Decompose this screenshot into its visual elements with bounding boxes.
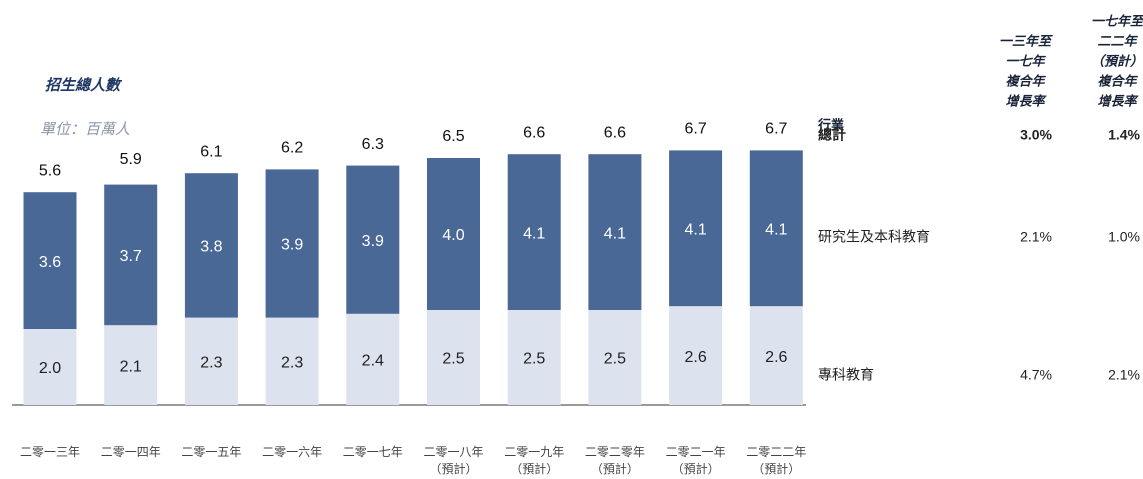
value-label: 4.1	[684, 222, 706, 239]
table-header: 二二年	[1097, 33, 1138, 48]
table-header: 一七年	[1005, 53, 1046, 68]
bar-segment	[184, 173, 238, 318]
value-label: 4.1	[604, 225, 626, 242]
x-tick-label: 二零二零年	[585, 445, 645, 459]
table-cell: 2.1%	[1108, 367, 1140, 383]
x-tick-label: 二零一九年	[504, 445, 564, 459]
bar-segment	[507, 310, 561, 405]
table-cell: 2.1%	[1020, 229, 1052, 245]
bar-segment	[265, 169, 319, 318]
value-label: 2.5	[604, 351, 626, 368]
bar-segment	[23, 192, 77, 329]
table-cell: 專科教育	[818, 367, 874, 383]
table-cell: 研究生及本科教育	[818, 229, 930, 245]
total-label: 6.2	[281, 140, 303, 157]
value-label: 3.6	[39, 254, 61, 271]
table-header: 增長率	[1097, 93, 1139, 108]
table-header: 增長率	[1005, 93, 1047, 108]
value-label: 4.0	[442, 227, 464, 244]
total-label: 6.6	[604, 124, 626, 141]
bar-segment	[427, 158, 480, 310]
table-header: 一七年至	[1091, 13, 1143, 28]
total-label: 6.1	[200, 143, 222, 160]
bar-segment	[104, 325, 158, 405]
value-label: 2.3	[200, 355, 222, 372]
bar-segment	[184, 317, 238, 405]
x-tick-label: 二零一三年	[20, 445, 80, 459]
value-label: 2.6	[684, 349, 706, 366]
bar-segment	[346, 165, 400, 314]
x-tick-label: 二零一四年	[101, 445, 161, 459]
x-tick-label: 二零一八年	[423, 445, 483, 459]
x-tick-label: 二零一五年	[181, 445, 241, 459]
total-label: 6.7	[684, 121, 706, 138]
x-tick-label: 二零一七年	[343, 445, 403, 459]
bar-segment	[588, 154, 642, 310]
x-tick-label: 二零二二年	[746, 445, 806, 459]
table-cell: 總計	[818, 127, 846, 143]
bar-segment	[669, 150, 723, 307]
value-label: 2.1	[120, 358, 142, 375]
total-label: 5.6	[39, 162, 61, 179]
value-label: 3.9	[281, 237, 303, 254]
value-label: 2.6	[765, 349, 787, 366]
table-header: 複合年	[1097, 73, 1138, 88]
bar-segment	[749, 150, 803, 307]
value-label: 4.1	[765, 222, 787, 239]
value-label: 2.5	[523, 351, 545, 368]
value-label: 4.1	[523, 225, 545, 242]
value-label: 3.7	[120, 248, 142, 265]
x-tick-label: （預計）	[752, 461, 800, 476]
table-cell: 1.4%	[1108, 127, 1140, 143]
value-label: 3.9	[362, 233, 384, 250]
bar-segment	[749, 306, 803, 405]
bar-segment	[507, 154, 561, 310]
table-cell: 3.0%	[1020, 127, 1052, 143]
table-header: 行業	[817, 117, 845, 132]
total-label: 6.6	[523, 124, 545, 141]
table-header: 複合年	[1005, 73, 1046, 88]
x-tick-label: 二零二一年	[666, 445, 726, 459]
chart-subtitle: 單位：百萬人	[40, 121, 130, 138]
bar-segment	[588, 310, 642, 405]
bar-segment	[669, 306, 723, 405]
x-tick-label: （預計）	[591, 461, 639, 476]
chart-title: 招生總人數	[45, 76, 123, 94]
table-header: 一三年至	[999, 33, 1053, 48]
value-label: 2.4	[362, 353, 384, 370]
x-tick-label: （預計）	[429, 461, 477, 476]
bar-segment	[104, 184, 158, 326]
x-tick-label: （預計）	[672, 461, 720, 476]
total-label: 6.3	[362, 136, 384, 153]
x-tick-label: （預計）	[510, 461, 558, 476]
bar-segment	[346, 313, 400, 405]
total-label: 6.7	[765, 121, 787, 138]
table-cell: 1.0%	[1108, 229, 1140, 245]
bar-segment	[265, 317, 319, 405]
x-tick-label: 二零一六年	[262, 445, 322, 459]
total-label: 6.5	[442, 128, 464, 145]
bar-segment	[23, 329, 77, 405]
value-label: 2.0	[39, 360, 61, 377]
table-header: （預計）	[1091, 53, 1143, 68]
bar-segment	[427, 310, 480, 405]
value-label: 3.8	[200, 239, 222, 256]
value-label: 2.5	[442, 351, 464, 368]
table-cell: 4.7%	[1020, 367, 1052, 383]
value-label: 2.3	[281, 355, 303, 372]
total-label: 5.9	[120, 151, 142, 168]
